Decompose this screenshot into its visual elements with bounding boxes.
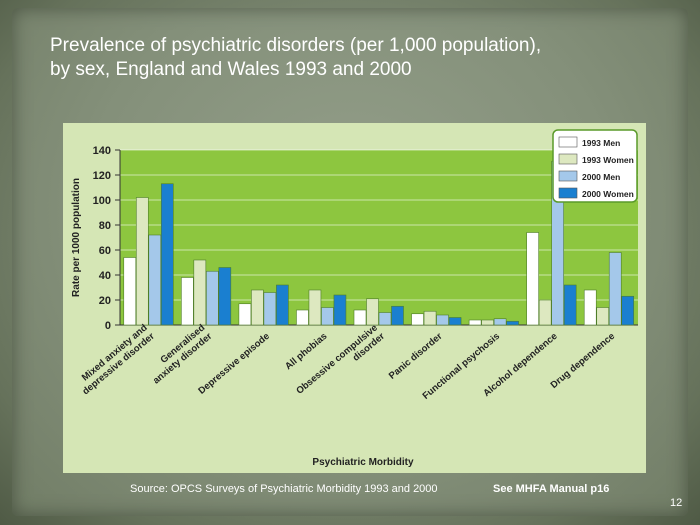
legend-label: 1993 Men	[582, 138, 620, 148]
source-caption: Source: OPCS Surveys of Psychiatric Morb…	[130, 483, 438, 495]
bar	[308, 289, 322, 326]
bar	[251, 289, 264, 326]
bar	[468, 319, 482, 326]
legend-swatch	[558, 187, 578, 199]
bar	[181, 277, 194, 326]
y-tick-label: 80	[99, 220, 111, 232]
bar	[206, 270, 219, 326]
y-axis-label: Rate per 1000 population	[71, 178, 82, 297]
y-tick-label: 120	[93, 170, 111, 182]
bar	[321, 307, 334, 326]
y-tick-label: 100	[93, 195, 111, 207]
bar	[608, 252, 622, 326]
bar	[193, 259, 207, 326]
bar	[526, 232, 539, 326]
y-tick-label: 60	[99, 245, 111, 257]
page-number: 12	[670, 497, 683, 509]
y-tick-label: 40	[99, 270, 111, 282]
bar	[596, 307, 610, 326]
bar	[436, 314, 449, 326]
slide-title-line-1: Prevalence of psychiatric disorders (per…	[50, 35, 542, 56]
x-axis-label: Psychiatric Morbidity	[312, 457, 414, 468]
bar	[411, 313, 424, 326]
bar	[123, 257, 137, 326]
y-tick-label: 20	[99, 295, 111, 307]
x-category-label: Panic disorder	[387, 331, 445, 382]
slide-title-line-2: by sex, England and Wales 1993 and 2000	[50, 59, 412, 80]
bar	[160, 183, 174, 326]
bar	[296, 309, 309, 326]
manual-reference: See MHFA Manual p16	[493, 483, 610, 495]
slide-title: Prevalence of psychiatric disorders (per…	[50, 34, 610, 82]
bar	[218, 267, 232, 326]
x-category-label: Generalisedanxiety disorder	[144, 322, 215, 386]
bar	[563, 284, 577, 326]
bar	[353, 309, 367, 326]
bar-chart: 0 20 40 60 80 100 120 140 Rate per 1000 populati…	[71, 129, 638, 468]
bar	[148, 234, 162, 326]
legend-swatch	[558, 136, 578, 148]
bar	[135, 197, 149, 326]
bar	[263, 292, 277, 326]
bar	[506, 320, 519, 326]
bar	[276, 284, 289, 326]
bar	[481, 319, 494, 326]
legend-label: 2000 Women	[582, 189, 634, 199]
chart-panel: 0 20 40 60 80 100 120 140 Rate per 1000 populati…	[63, 123, 646, 473]
legend-label: 1993 Women	[582, 155, 634, 165]
legend-swatch	[558, 170, 578, 182]
bar	[333, 294, 347, 326]
bar	[583, 289, 597, 326]
bar	[366, 298, 379, 326]
legend-swatch	[558, 153, 578, 165]
legend-box	[552, 129, 638, 203]
bar	[493, 318, 507, 326]
bar	[238, 303, 252, 326]
legend-label: 2000 Men	[582, 172, 620, 182]
bar	[391, 305, 404, 326]
y-tick-label: 140	[93, 145, 111, 157]
bar	[378, 312, 392, 326]
bar	[423, 310, 437, 326]
bar	[538, 299, 552, 326]
x-category-label: Obsessive compulsivedisorder	[294, 322, 387, 405]
y-tick-label: 0	[105, 320, 111, 332]
bar	[621, 295, 635, 326]
bar	[448, 317, 462, 326]
x-category-label: Mixed anxiety anddepressive disorder	[73, 322, 157, 397]
